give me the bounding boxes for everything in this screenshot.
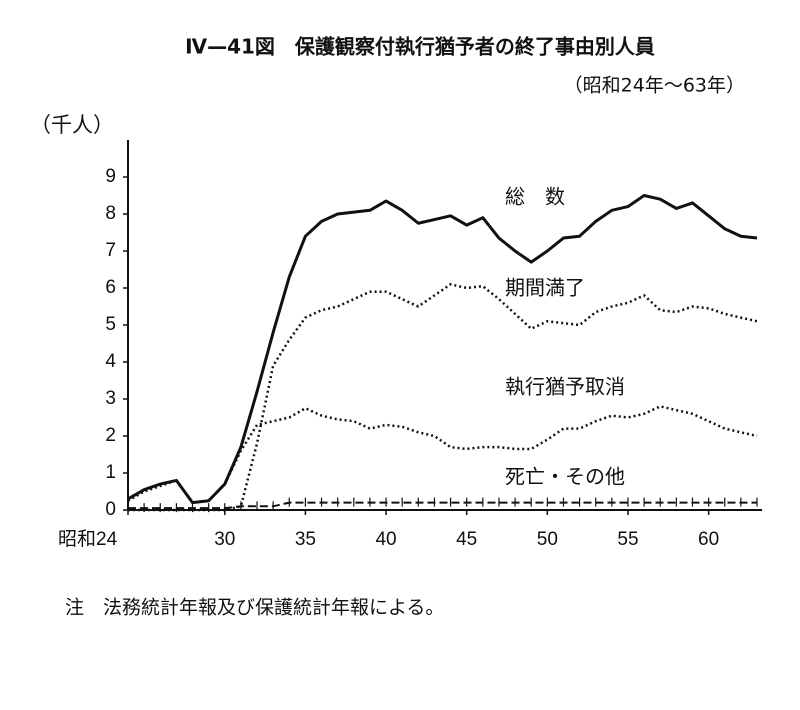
series-line xyxy=(127,194,758,505)
series-label: 死亡・その他 xyxy=(505,465,625,489)
y-tick-label: 4 xyxy=(105,351,116,372)
x-tick-label: 60 xyxy=(698,529,719,550)
series-label: 執行猶予取消 xyxy=(505,375,625,399)
y-tick-label: 5 xyxy=(105,314,116,335)
y-tick-label: 3 xyxy=(105,388,116,409)
chart-title: Ⅳ—41図 保護観察付執行猶予者の終了事由別人員 xyxy=(185,35,655,59)
y-tick-label: 9 xyxy=(105,166,116,187)
y-tick-label: 0 xyxy=(105,499,116,520)
series-label: 期間満了 xyxy=(505,276,585,300)
x-tick-label: 50 xyxy=(537,529,558,550)
series-line xyxy=(128,501,757,510)
y-tick-label: 8 xyxy=(105,203,116,224)
y-tick-label: 6 xyxy=(105,277,116,298)
x-tick-label: 35 xyxy=(295,529,316,550)
x-tick-label: 昭和24 xyxy=(58,528,118,550)
x-tick-label: 45 xyxy=(456,529,477,550)
y-tick-label: 1 xyxy=(105,462,116,483)
x-tick-label: 40 xyxy=(375,529,396,550)
y-axis-label: （千人） xyxy=(30,113,114,137)
series-line xyxy=(128,283,758,512)
y-tick-label: 2 xyxy=(105,425,116,446)
chart-subtitle: （昭和24年～63年） xyxy=(564,75,745,97)
x-tick-label: 55 xyxy=(617,529,638,550)
y-tick-label: 7 xyxy=(105,240,116,261)
note: 注 法務統計年報及び保護統計年報による。 xyxy=(65,597,444,619)
series-label: 総 数 xyxy=(505,185,565,209)
x-tick-label: 30 xyxy=(214,529,235,550)
